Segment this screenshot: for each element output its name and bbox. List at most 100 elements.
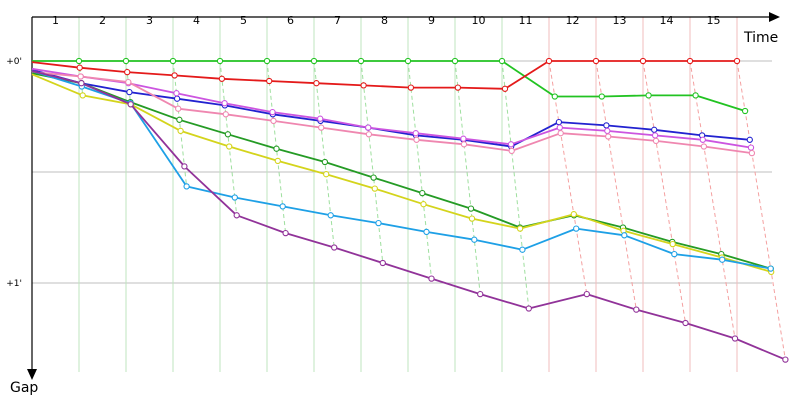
data-point — [525, 305, 532, 312]
lap-connector-6 — [313, 60, 335, 248]
data-point — [782, 356, 789, 363]
data-point — [79, 92, 86, 99]
data-point — [471, 236, 478, 243]
data-point — [621, 232, 628, 239]
data-point — [639, 57, 647, 65]
data-point — [460, 135, 467, 142]
data-point — [216, 57, 224, 65]
data-point — [357, 57, 365, 65]
data-point — [460, 141, 468, 148]
data-point — [270, 117, 277, 125]
y-tick-label: +0' — [6, 57, 22, 67]
data-point — [279, 203, 286, 210]
data-point — [226, 143, 233, 150]
data-point — [645, 92, 652, 99]
data-point — [605, 133, 612, 140]
x-tick-label: 14 — [660, 14, 674, 27]
tick-labels: 1 2 3 4 5 6 7 8 9 10 11 12 13 14 15+0'+1' — [6, 14, 720, 289]
data-point — [176, 116, 183, 123]
x-tick-label: 4 — [193, 14, 200, 27]
lap-connector-15 — [736, 60, 786, 360]
lap-connector-5 — [266, 60, 287, 234]
data-point — [360, 82, 367, 89]
data-point — [733, 57, 741, 65]
x-tick-label: 15 — [707, 14, 721, 27]
data-point — [181, 163, 188, 170]
data-point — [428, 275, 435, 282]
data-point — [419, 189, 426, 197]
data-point — [233, 212, 240, 219]
data-point — [767, 265, 774, 272]
data-point — [682, 319, 689, 327]
data-point — [331, 244, 338, 251]
lap-connector-8 — [407, 60, 432, 279]
series-group — [31, 57, 789, 363]
x-tick-label: 10 — [472, 14, 486, 27]
data-point — [365, 124, 372, 131]
x-tick-label: 1 — [52, 14, 59, 27]
data-point — [519, 246, 526, 253]
y-axis-title: Gap — [10, 380, 38, 396]
data-point — [231, 194, 238, 201]
data-point — [651, 126, 658, 133]
series-line-2 — [31, 60, 737, 90]
data-point — [266, 77, 273, 85]
data-point — [317, 115, 324, 122]
series-line-9 — [31, 70, 786, 361]
data-point — [652, 137, 660, 145]
data-point — [222, 111, 229, 118]
data-point — [545, 57, 553, 65]
data-point — [78, 80, 85, 87]
x-tick-label: 8 — [381, 14, 388, 27]
data-point — [516, 225, 524, 232]
data-point — [747, 144, 755, 151]
data-point — [221, 100, 228, 107]
data-point — [124, 68, 131, 76]
data-point — [173, 90, 180, 97]
lap-connector-14 — [689, 60, 736, 339]
data-point — [126, 88, 133, 96]
data-point — [501, 85, 509, 92]
data-point — [273, 145, 280, 152]
data-point — [508, 147, 515, 155]
data-point — [218, 75, 226, 82]
data-point — [313, 80, 320, 87]
data-point — [686, 57, 694, 65]
data-point — [651, 132, 659, 139]
data-point — [183, 183, 190, 190]
data-point — [321, 158, 329, 166]
x-tick-label: 11 — [519, 14, 533, 27]
data-point — [318, 124, 325, 131]
data-point — [75, 57, 83, 65]
y-axis-arrow-icon — [27, 369, 37, 380]
data-point — [748, 149, 756, 157]
data-point — [573, 225, 580, 232]
data-point — [169, 57, 177, 65]
series-line-6 — [31, 72, 771, 270]
data-point — [77, 73, 84, 80]
x-tick-label: 5 — [240, 14, 247, 27]
x-tick-label: 9 — [428, 14, 435, 27]
x-tick-label: 12 — [566, 14, 580, 27]
data-point — [731, 335, 739, 342]
data-point — [274, 157, 281, 165]
lap-connector-lines — [78, 60, 786, 360]
data-point — [746, 136, 753, 143]
data-point — [570, 211, 577, 218]
lap-connector-4 — [219, 60, 238, 216]
data-point — [412, 130, 419, 137]
data-point — [375, 219, 382, 227]
data-point — [423, 228, 430, 236]
series-line-7 — [31, 73, 772, 273]
data-point — [700, 143, 708, 150]
series-line-8 — [31, 70, 771, 270]
data-point — [310, 57, 318, 65]
x-axis-title: Time — [743, 30, 778, 46]
data-point — [603, 122, 610, 129]
data-point — [269, 108, 276, 116]
data-point — [692, 92, 699, 99]
series-line-5 — [31, 71, 753, 154]
data-point — [323, 171, 330, 178]
data-point — [477, 290, 484, 298]
